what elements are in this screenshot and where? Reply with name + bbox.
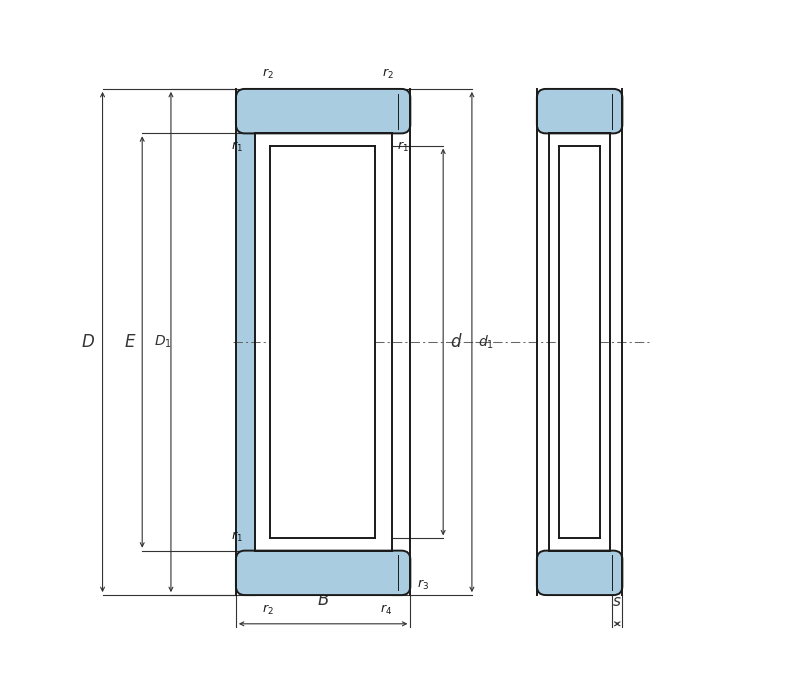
Bar [270, 146, 374, 538]
Text: $r_1$: $r_1$ [231, 140, 243, 155]
Text: s: s [613, 594, 621, 609]
FancyBboxPatch shape [236, 551, 410, 595]
Text: $r_3$: $r_3$ [417, 578, 429, 592]
Bar [559, 146, 600, 538]
Text: D: D [82, 333, 94, 351]
Bar [236, 132, 256, 552]
Text: $r_4$: $r_4$ [379, 603, 391, 618]
Text: $r_1$: $r_1$ [397, 140, 409, 155]
Text: $r_1$: $r_1$ [231, 529, 243, 544]
Text: E: E [124, 333, 135, 351]
Text: $D_1$: $D_1$ [154, 334, 172, 350]
FancyBboxPatch shape [537, 551, 622, 595]
Text: $d_1$: $d_1$ [478, 333, 494, 351]
Text: d: d [450, 333, 461, 351]
FancyBboxPatch shape [236, 89, 410, 133]
Text: $r_2$: $r_2$ [262, 603, 274, 618]
Text: B: B [317, 591, 328, 609]
Text: $r_2$: $r_2$ [262, 66, 274, 81]
Text: $r_2$: $r_2$ [382, 66, 393, 81]
FancyBboxPatch shape [537, 89, 622, 133]
